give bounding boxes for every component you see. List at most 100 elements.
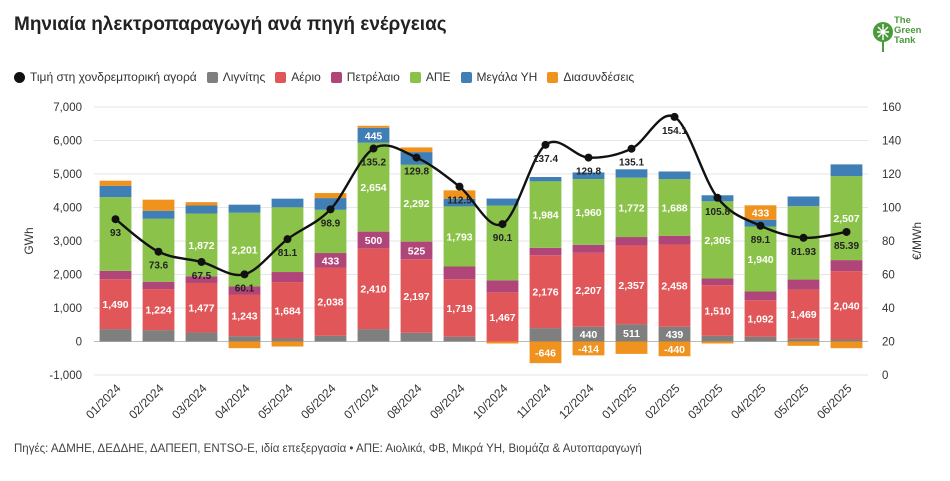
bar-gas <box>787 289 820 339</box>
bar-label-gas: 1,224 <box>145 305 171 317</box>
bar-lignite <box>572 326 605 342</box>
price-label: 67.5 <box>192 271 212 282</box>
bar-hydro <box>529 177 562 182</box>
bar-interconnections <box>701 341 734 344</box>
bar-interconnections <box>185 202 218 206</box>
bar-lignite <box>529 328 562 342</box>
bar-label-interconnections: 433 <box>752 208 770 220</box>
bar-interconnections <box>443 190 476 199</box>
price-label: 90.1 <box>493 233 513 244</box>
legend-swatch-interconnections <box>547 71 559 83</box>
y-axis-title: GWh <box>22 227 36 254</box>
bar-oil <box>185 276 218 283</box>
bar-interconnections <box>99 180 132 186</box>
bar-gas <box>99 279 132 330</box>
bar-interconnections <box>486 341 519 344</box>
bar-interconnections <box>744 205 777 220</box>
x-tick-label: 03/2025 <box>685 381 726 422</box>
price-point <box>455 182 464 191</box>
bar-label-gas: 1,477 <box>188 303 214 315</box>
bar-hydro <box>357 127 390 143</box>
bar-label-res: 1,772 <box>618 202 644 214</box>
leaf-logo-icon <box>873 22 893 52</box>
bar-res <box>701 201 734 279</box>
legend-swatch-gas <box>275 71 287 83</box>
price-label: 93 <box>110 228 122 239</box>
bar-label-oil: 500 <box>365 235 383 247</box>
bar-hydro <box>486 198 519 206</box>
bar-lignite <box>99 329 132 342</box>
bar-lignite <box>314 335 347 342</box>
price-point <box>842 227 851 236</box>
legend-item-gas[interactable]: Αέριο <box>275 70 321 84</box>
bar-lignite <box>658 326 691 342</box>
price-point <box>799 233 808 242</box>
legend-label-price: Τιμή στη χονδρεμπορική αγορά <box>30 70 197 84</box>
y-tick-label: -1,000 <box>49 370 82 382</box>
x-tick-label: 07/2024 <box>341 381 382 422</box>
price-point <box>111 215 120 224</box>
bar-oil <box>830 260 863 272</box>
x-tick-label: 10/2024 <box>470 381 511 422</box>
x-tick-label: 02/2024 <box>126 381 167 422</box>
bar-interconnections <box>271 341 304 347</box>
bar-hydro <box>443 198 476 207</box>
price-label: 60.1 <box>235 283 255 294</box>
price-label: 135.1 <box>619 158 644 169</box>
legend-item-interconnections[interactable]: Διασυνδέσεις <box>547 70 634 84</box>
legend-label-gas: Αέριο <box>291 70 321 84</box>
bar-res <box>400 164 433 242</box>
chart-title: Μηνιαία ηλεκτροπαραγωγή ανά πηγή ενέργει… <box>14 14 447 35</box>
y-tick-label: 2,000 <box>53 270 82 282</box>
legend-swatch-price <box>14 71 25 83</box>
bar-hydro <box>572 172 605 180</box>
price-label: 129.8 <box>576 167 601 178</box>
bar-interconnections <box>615 341 648 354</box>
price-point <box>498 220 507 229</box>
bar-label-res: 1,960 <box>575 207 601 219</box>
bar-label-gas: 2,038 <box>317 297 343 309</box>
legend-item-hydro[interactable]: Μεγάλα ΥΗ <box>460 70 537 84</box>
legend-item-oil[interactable]: Πετρέλαιο <box>330 70 400 84</box>
bar-label-gas: 1,684 <box>274 305 300 317</box>
bar-label-gas: 2,410 <box>360 284 386 296</box>
y-tick-label: 5,000 <box>53 169 82 181</box>
bar-gas <box>443 279 476 337</box>
y2-tick-label: 160 <box>882 102 901 114</box>
bar-label-res: 2,507 <box>833 213 859 225</box>
bar-label-hydro: 445 <box>365 130 383 142</box>
y2-tick-label: 0 <box>882 370 888 382</box>
bar-label-gas: 2,207 <box>575 285 601 297</box>
price-point <box>283 235 292 244</box>
bar-gas <box>185 282 218 333</box>
price-point <box>756 221 765 230</box>
bar-interconnections <box>529 341 562 364</box>
legend-item-price[interactable]: Τιμή στη χονδρεμπορική αγορά <box>14 70 197 84</box>
legend-item-lignite[interactable]: Λιγνίτης <box>206 70 265 84</box>
bar-label-gas: 2,458 <box>661 281 687 293</box>
bar-gas <box>572 252 605 327</box>
bar-label-gas: 2,197 <box>403 291 429 303</box>
bar-interconnections <box>658 341 691 357</box>
y-tick-label: 6,000 <box>53 136 82 148</box>
logo-line-2: Green <box>894 25 922 36</box>
bar-oil <box>443 266 476 280</box>
price-point <box>541 140 550 149</box>
legend-label-res: ΑΠΕ <box>425 70 451 84</box>
bar-lignite <box>787 338 820 342</box>
y2-tick-label: 80 <box>882 236 895 248</box>
bar-gas <box>615 245 648 325</box>
bar-res <box>443 206 476 267</box>
price-point <box>197 257 206 266</box>
legend-item-res[interactable]: ΑΠΕ <box>409 70 451 84</box>
bar-label-gas: 1,490 <box>102 299 128 311</box>
bar-lignite <box>744 336 777 342</box>
legend-swatch-oil <box>330 71 342 83</box>
legend-label-oil: Πετρέλαιο <box>346 70 400 84</box>
bar-interconnections <box>400 147 433 153</box>
bar-oil <box>271 272 304 283</box>
price-point <box>326 205 335 214</box>
y-tick-label: 3,000 <box>53 236 82 248</box>
legend: Τιμή στη χονδρεμπορική αγορά Λιγνίτης Αέ… <box>14 70 634 84</box>
y2-tick-label: 140 <box>882 136 901 148</box>
